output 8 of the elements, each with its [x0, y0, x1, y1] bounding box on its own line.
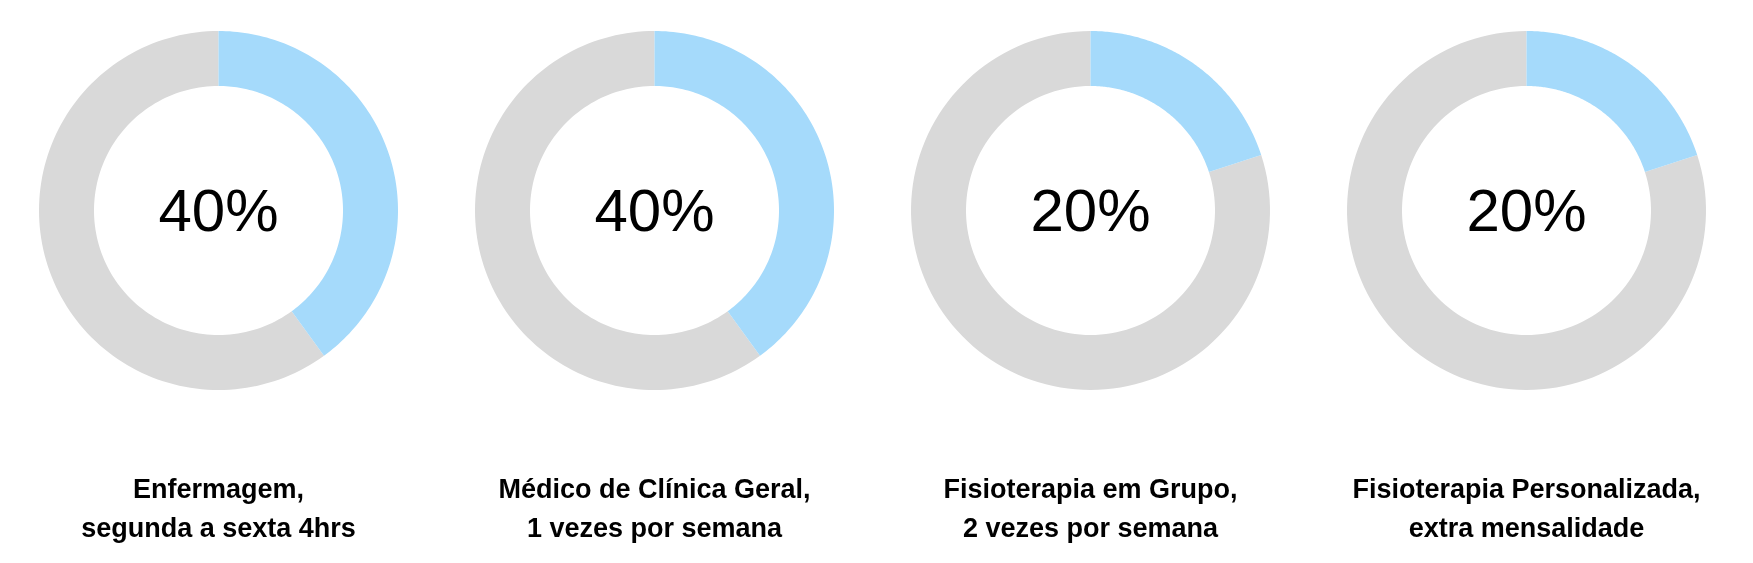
text: Enfermagem, segunda a sexta 4hrs	[81, 473, 356, 543]
text: 40%	[594, 177, 715, 244]
text: Médico de Clínica Geral, 1 vezes por semana	[498, 473, 811, 543]
text: 20%	[1466, 177, 1587, 244]
text: Fisioterapia Personalizada, extra mensalidade	[1352, 473, 1701, 543]
text: 40%	[158, 177, 279, 244]
text: Fisioterapia em Grupo, 2 vezes por semana	[943, 473, 1238, 543]
text: 20%	[1030, 177, 1151, 244]
